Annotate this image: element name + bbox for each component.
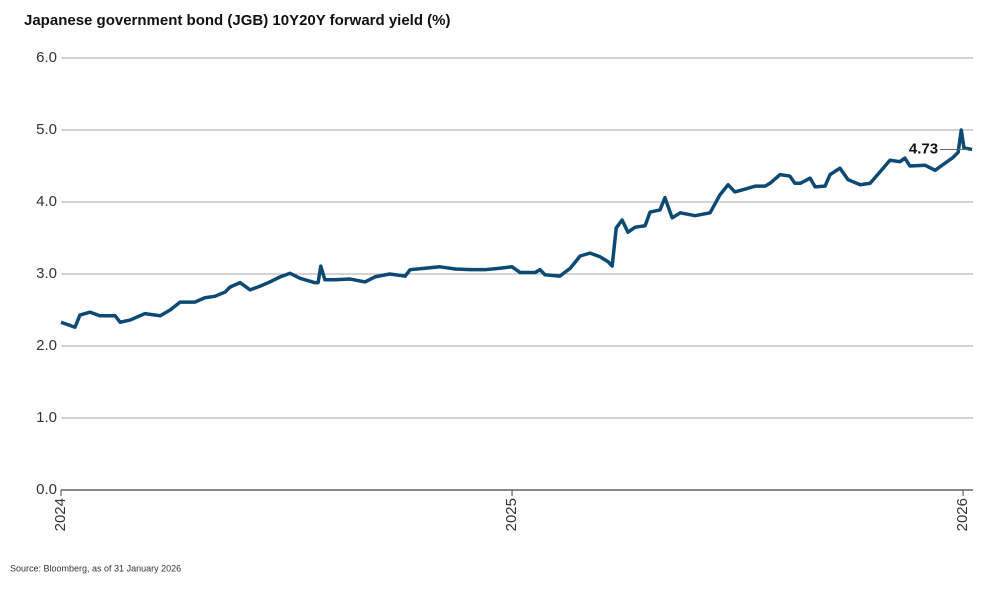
x-tick-label: 2025 [503, 498, 520, 531]
x-tick-label: 2026 [954, 498, 971, 531]
y-tick-label: 5.0 [36, 121, 57, 138]
chart-title: Japanese government bond (JGB) 10Y20Y fo… [24, 12, 451, 29]
y-tick-label: 3.0 [36, 265, 57, 282]
y-tick-label: 4.0 [36, 193, 57, 210]
source-note: Source: Bloomberg, as of 31 January 2026 [10, 563, 181, 573]
annotation-label: 4.73 [909, 140, 938, 157]
y-tick-label: 2.0 [36, 337, 57, 354]
y-tick-label: 6.0 [36, 49, 57, 66]
y-tick-label: 0.0 [36, 481, 57, 498]
line-series [60, 128, 973, 330]
x-tick-label: 2024 [52, 498, 69, 531]
y-tick-label: 1.0 [36, 409, 57, 426]
